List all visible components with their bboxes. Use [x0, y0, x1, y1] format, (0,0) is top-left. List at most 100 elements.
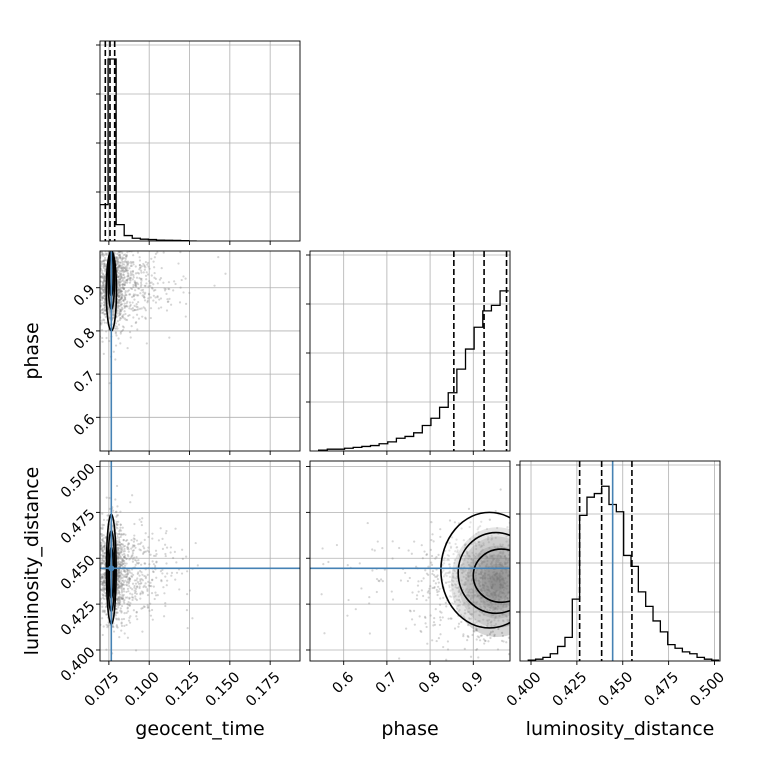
scatter-point — [149, 307, 153, 310]
scatter-point — [123, 248, 125, 250]
scatter-point — [178, 301, 182, 304]
scatter-point — [483, 574, 486, 577]
scatter-point — [186, 570, 189, 573]
scatter-point — [89, 540, 91, 542]
scatter-point — [117, 596, 120, 600]
scatter-point — [432, 624, 435, 627]
scatter-point — [103, 279, 106, 282]
scatter-point — [473, 611, 476, 614]
scatter-point — [119, 290, 123, 293]
scatter-point — [532, 566, 534, 568]
scatter-point — [122, 600, 125, 603]
scatter-point — [103, 571, 106, 575]
scatter-point — [143, 584, 146, 587]
scatter-point — [126, 547, 129, 550]
scatter-point — [101, 586, 105, 589]
x-tick-label-geocent_time: 0.075 — [82, 669, 123, 710]
scatter-point — [127, 261, 130, 264]
scatter-point — [517, 610, 519, 612]
scatter-point — [565, 576, 567, 578]
scatter-point — [474, 601, 477, 604]
scatter-point — [191, 617, 194, 620]
scatter-point — [620, 632, 622, 634]
scatter-point — [605, 583, 607, 585]
scatter-point — [523, 636, 525, 638]
scatter-point — [538, 597, 540, 599]
scatter-point — [118, 289, 121, 292]
scatter-point — [150, 585, 153, 588]
scatter-point — [144, 317, 147, 320]
scatter-point — [107, 514, 110, 517]
scatter-point — [103, 544, 106, 548]
scatter-point — [126, 610, 130, 613]
scatter-point — [512, 596, 514, 598]
scatter-point — [97, 298, 99, 300]
scatter-point — [516, 572, 518, 574]
scatter-point — [130, 262, 133, 265]
scatter-point — [154, 301, 158, 304]
scatter-point — [486, 556, 489, 559]
scatter-point — [434, 608, 437, 611]
scatter-point — [159, 297, 163, 300]
scatter-point — [131, 598, 134, 602]
scatter-point — [100, 545, 102, 548]
scatter-point — [134, 595, 137, 598]
scatter-point — [453, 627, 457, 630]
scatter-point — [572, 549, 574, 551]
scatter-point — [102, 288, 105, 291]
scatter-point — [430, 554, 434, 558]
scatter-point — [346, 564, 349, 567]
scatter-point — [103, 231, 105, 233]
scatter-point — [118, 291, 121, 295]
scatter-point — [456, 580, 459, 583]
scatter-point — [125, 623, 128, 627]
scatter-point — [139, 269, 143, 272]
scatter-point — [125, 562, 128, 565]
histogram-phase — [317, 251, 509, 451]
scatter-point — [105, 330, 108, 333]
scatter-point — [545, 560, 547, 562]
scatter-point — [116, 265, 120, 269]
scatter-point — [140, 265, 143, 268]
scatter-point — [429, 614, 432, 617]
scatter-point — [127, 550, 130, 553]
scatter-point — [136, 572, 139, 575]
scatter-point — [121, 283, 124, 286]
scatter-point — [76, 252, 78, 254]
scatter-point — [101, 269, 104, 272]
contour-level-1 — [440, 511, 510, 629]
scatter-point — [477, 656, 480, 659]
scatter-point — [446, 554, 449, 557]
scatter-point — [127, 237, 129, 239]
scatter-point — [567, 644, 569, 646]
scatter-point — [102, 579, 105, 582]
scatter-point — [116, 560, 119, 563]
scatter-point — [123, 624, 126, 627]
scatter-point — [108, 496, 111, 500]
scatter-point — [100, 553, 103, 557]
scatter-point — [118, 266, 122, 269]
scatter-point — [570, 584, 572, 586]
scatter-point — [102, 554, 105, 557]
scatter-point — [129, 577, 132, 580]
scatter-point — [505, 641, 508, 644]
scatter-point — [533, 585, 535, 587]
scatter-point — [102, 265, 105, 268]
scatter-point — [115, 256, 118, 259]
scatter-point — [120, 585, 123, 588]
scatter-point — [398, 657, 401, 660]
scatter-point — [371, 569, 374, 572]
scatter-point — [166, 579, 169, 582]
scatter-point — [458, 604, 461, 607]
scatter-point — [102, 537, 105, 540]
scatter-point — [124, 253, 127, 256]
scatter-point — [117, 590, 121, 593]
scatter-point — [100, 304, 102, 307]
scatter-point — [95, 584, 97, 586]
scatter-point — [118, 277, 122, 280]
scatter-point — [114, 256, 118, 259]
scatter-point — [507, 559, 510, 562]
scatter-point — [517, 536, 519, 538]
scatter-point — [121, 315, 124, 318]
scatter-point — [103, 597, 106, 601]
